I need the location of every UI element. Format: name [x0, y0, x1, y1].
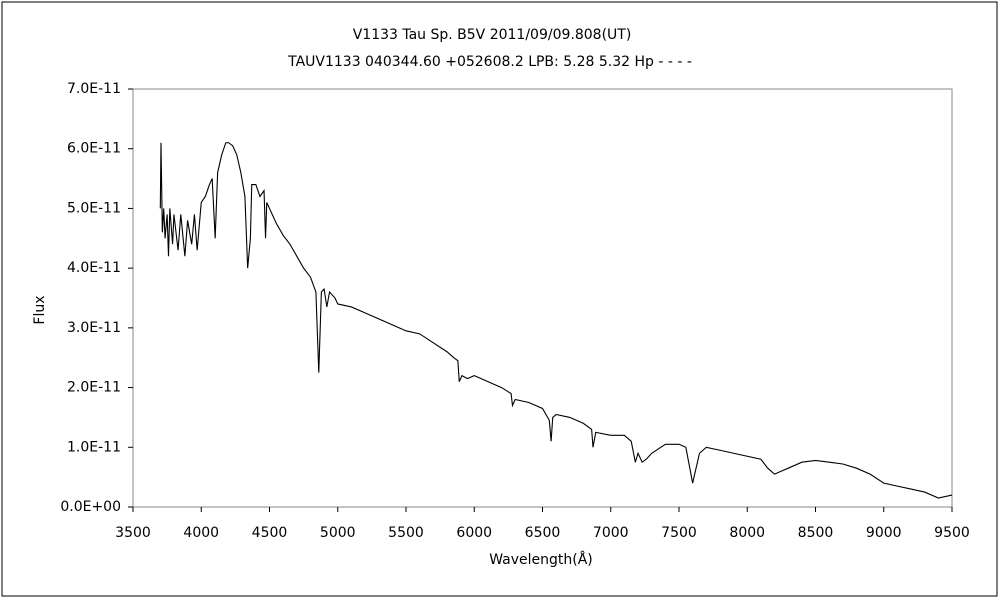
x-axis-label: Wavelength(Å): [489, 551, 593, 568]
y-tick-label: 6.0E-11: [67, 141, 121, 157]
y-tick-label: 1.0E-11: [67, 439, 121, 455]
y-tick-label: 5.0E-11: [67, 200, 121, 216]
x-tick-label: 3500: [115, 525, 151, 541]
x-tick-label: 8500: [798, 525, 834, 541]
y-tick-label: 7.0E-11: [67, 81, 121, 97]
x-tick-label: 9000: [866, 525, 902, 541]
y-tick-label: 4.0E-11: [67, 260, 121, 276]
spectrum-line: [159, 142, 953, 499]
x-tick-label: 6500: [525, 525, 561, 541]
x-tick-label: 5000: [320, 525, 356, 541]
x-tick-label: 6000: [456, 525, 492, 541]
y-tick-label: 0.0E+00: [60, 499, 121, 515]
x-tick-label: 5500: [388, 525, 424, 541]
chart-subtitle: TAUV1133 040344.60 +052608.2 LPB: 5.28 5…: [287, 54, 692, 70]
x-tick-label: 4500: [252, 525, 288, 541]
x-tick-label: 4000: [183, 525, 219, 541]
y-tick-label: 3.0E-11: [67, 320, 121, 336]
x-tick-label: 7000: [593, 525, 629, 541]
x-tick-label: 8000: [729, 525, 765, 541]
x-tick-label: 9500: [934, 525, 970, 541]
y-axis-label: Flux: [32, 295, 48, 324]
chart-title: V1133 Tau Sp. B5V 2011/09/09.808(UT): [353, 27, 632, 43]
x-tick-label: 7500: [661, 525, 697, 541]
y-tick-label: 2.0E-11: [67, 380, 121, 396]
